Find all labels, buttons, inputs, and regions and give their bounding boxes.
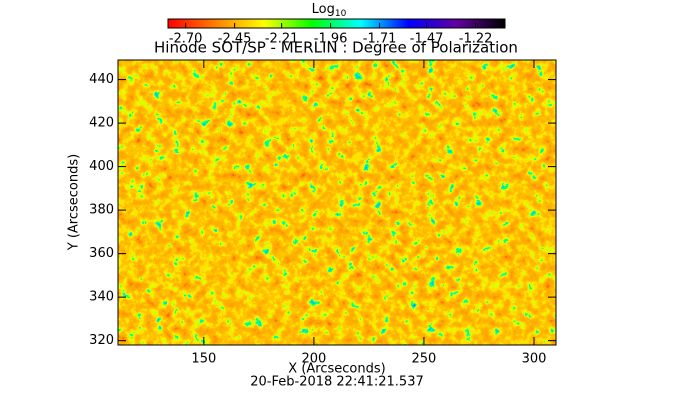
colorbar	[167, 18, 506, 29]
y-tick-label: 340	[89, 290, 114, 305]
colorbar-label: Log10	[312, 2, 347, 19]
y-tick-label: 440	[89, 72, 114, 87]
x-tick-label: 300	[522, 352, 547, 367]
chart-title: Hinode SOT/SP - MERLIN : Degree of Polar…	[154, 39, 518, 57]
y-tick-label: 320	[89, 333, 114, 348]
colorbar-tick-label: -2.45	[218, 32, 252, 47]
colorbar-tick-label: -1.96	[314, 32, 348, 47]
x-axis-label: X (Arcseconds)	[288, 362, 385, 377]
x-tick-label: 250	[412, 352, 437, 367]
y-tick-label: 380	[89, 203, 114, 218]
colorbar-tick-label: -1.47	[410, 32, 444, 47]
footer: 20-Feb-2018 22:41:21.537	[250, 375, 424, 390]
colorbar-tick-label: -2.21	[265, 32, 299, 47]
colorbar-label-sub: 10	[335, 9, 347, 19]
y-tick-label: 360	[89, 246, 114, 261]
colorbar-tick-label: -2.70	[169, 32, 203, 47]
colorbar-tick-label: -1.71	[363, 32, 397, 47]
colorbar-tick-label: -1.22	[459, 32, 493, 47]
x-tick-label: 200	[301, 352, 326, 367]
plot-frame	[117, 59, 557, 346]
y-tick-label: 420	[89, 116, 114, 131]
y-tick-label: 400	[89, 159, 114, 174]
y-axis-label: Y (Arcseconds)	[67, 154, 82, 251]
colorbar-label-main: Log	[312, 2, 335, 17]
x-tick-label: 150	[191, 352, 216, 367]
polarization-image	[118, 60, 556, 345]
